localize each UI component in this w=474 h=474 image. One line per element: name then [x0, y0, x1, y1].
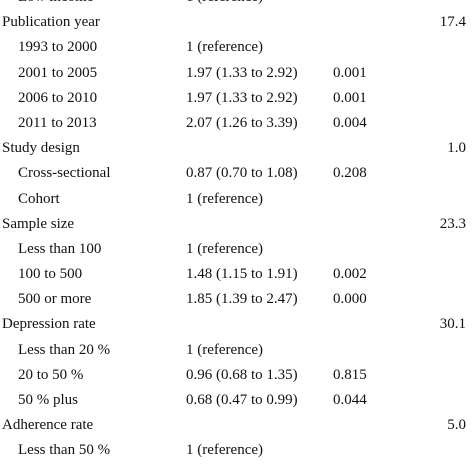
group-label: Study design [2, 140, 80, 157]
r2-cell: 5.0 [447, 417, 466, 434]
row-label: 1993 to 2000 [18, 39, 98, 56]
table-row: Less than 50 % 1 (reference) [0, 438, 474, 463]
p-value-cell: 0.208 [333, 165, 367, 182]
odds-ratio-cell: 1 (reference) [186, 240, 264, 257]
r2-cell: 1.0 [447, 140, 466, 157]
odds-ratio-cell: 2.07 (1.26 to 3.39) [186, 114, 298, 131]
r2-cell: 17.4 [439, 14, 466, 31]
table-row: Less than 20 % 1 (reference) [0, 338, 474, 363]
row-label: 2001 to 2005 [18, 64, 98, 81]
p-value-cell: 0.000 [333, 291, 367, 308]
group-label: Depression rate [2, 316, 96, 333]
r2-cell: 30.1 [439, 316, 466, 333]
row-label: 2011 to 2013 [18, 114, 97, 131]
p-value-cell: 0.044 [333, 392, 367, 408]
odds-ratio-cell: 1 (reference) [186, 341, 264, 358]
table-row: 500 or more 1.85 (1.39 to 2.47) 0.000 [0, 287, 474, 312]
p-value-cell: 0.004 [333, 114, 367, 131]
table-group-row: Publication year 17.4 [0, 10, 474, 35]
row-label: 20 to 50 % [18, 366, 84, 383]
table-group-row: Study design 1.0 [0, 136, 474, 161]
odds-ratio-cell: 0.87 (0.70 to 1.08) [186, 165, 298, 182]
table-group-row: Adherence rate 5.0 [0, 413, 474, 438]
odds-ratio-cell: 0.96 (0.68 to 1.35) [186, 366, 298, 383]
table-row: 2006 to 2010 1.97 (1.33 to 2.92) 0.001 [0, 86, 474, 111]
table-row: Cross-sectional 0.87 (0.70 to 1.08) 0.20… [0, 161, 474, 186]
p-value-cell: 0.815 [333, 366, 367, 383]
odds-ratio-cell: 1 (reference) [186, 442, 264, 459]
odds-ratio-cell: 1 (reference) [186, 190, 264, 207]
p-value-cell: 0.002 [333, 266, 367, 283]
table-row: 50 % plus 0.68 (0.47 to 0.99) 0.044 [0, 388, 474, 413]
table-group-row: Sample size 23.3 [0, 212, 474, 237]
group-label: Publication year [2, 14, 100, 31]
table-group-row: Depression rate 30.1 [0, 312, 474, 337]
r2-cell: 23.3 [439, 215, 466, 232]
row-label: Low income [18, 0, 93, 10]
table-row: Less than 100 1 (reference) [0, 237, 474, 262]
group-label: Adherence rate [2, 417, 94, 434]
row-label: Less than 100 [18, 240, 102, 257]
table-row: 1993 to 2000 1 (reference) [0, 35, 474, 60]
row-label: Cross-sectional [18, 165, 111, 182]
row-label: Less than 50 % [18, 442, 111, 459]
row-label: 500 or more [18, 291, 92, 308]
row-label: Cohort [18, 190, 60, 207]
row-label: 2006 to 2010 [18, 89, 98, 106]
table-row: 2011 to 2013 2.07 (1.26 to 3.39) 0.004 [0, 111, 474, 136]
p-value-cell: 0.001 [333, 64, 367, 81]
odds-ratio-cell: 1.85 (1.39 to 2.47) [186, 291, 298, 308]
group-label: Sample size [2, 215, 75, 232]
row-label: 50 % plus [18, 392, 78, 408]
row-label: 100 to 500 [18, 266, 83, 283]
odds-ratio-cell: 0.68 (0.47 to 0.99) [186, 392, 298, 408]
table-row: Cohort 1 (reference) [0, 187, 474, 212]
table-row: 2001 to 2005 1.97 (1.33 to 2.92) 0.001 [0, 61, 474, 86]
table-row: Low income 1 (reference) [0, 0, 474, 10]
odds-ratio-cell: 1.97 (1.33 to 2.92) [186, 89, 298, 106]
p-value-cell: 0.001 [333, 89, 367, 106]
results-table: Low income 1 (reference) Publication yea… [0, 0, 474, 463]
odds-ratio-cell: 1.97 (1.33 to 2.92) [186, 64, 298, 81]
table-row: 100 to 500 1.48 (1.15 to 1.91) 0.002 [0, 262, 474, 287]
table-row: 20 to 50 % 0.96 (0.68 to 1.35) 0.815 [0, 363, 474, 388]
row-label: Less than 20 % [18, 341, 111, 358]
odds-ratio-cell: 1 (reference) [186, 39, 264, 56]
odds-ratio-cell: 1.48 (1.15 to 1.91) [186, 266, 298, 283]
odds-ratio-cell: 1 (reference) [186, 0, 263, 10]
